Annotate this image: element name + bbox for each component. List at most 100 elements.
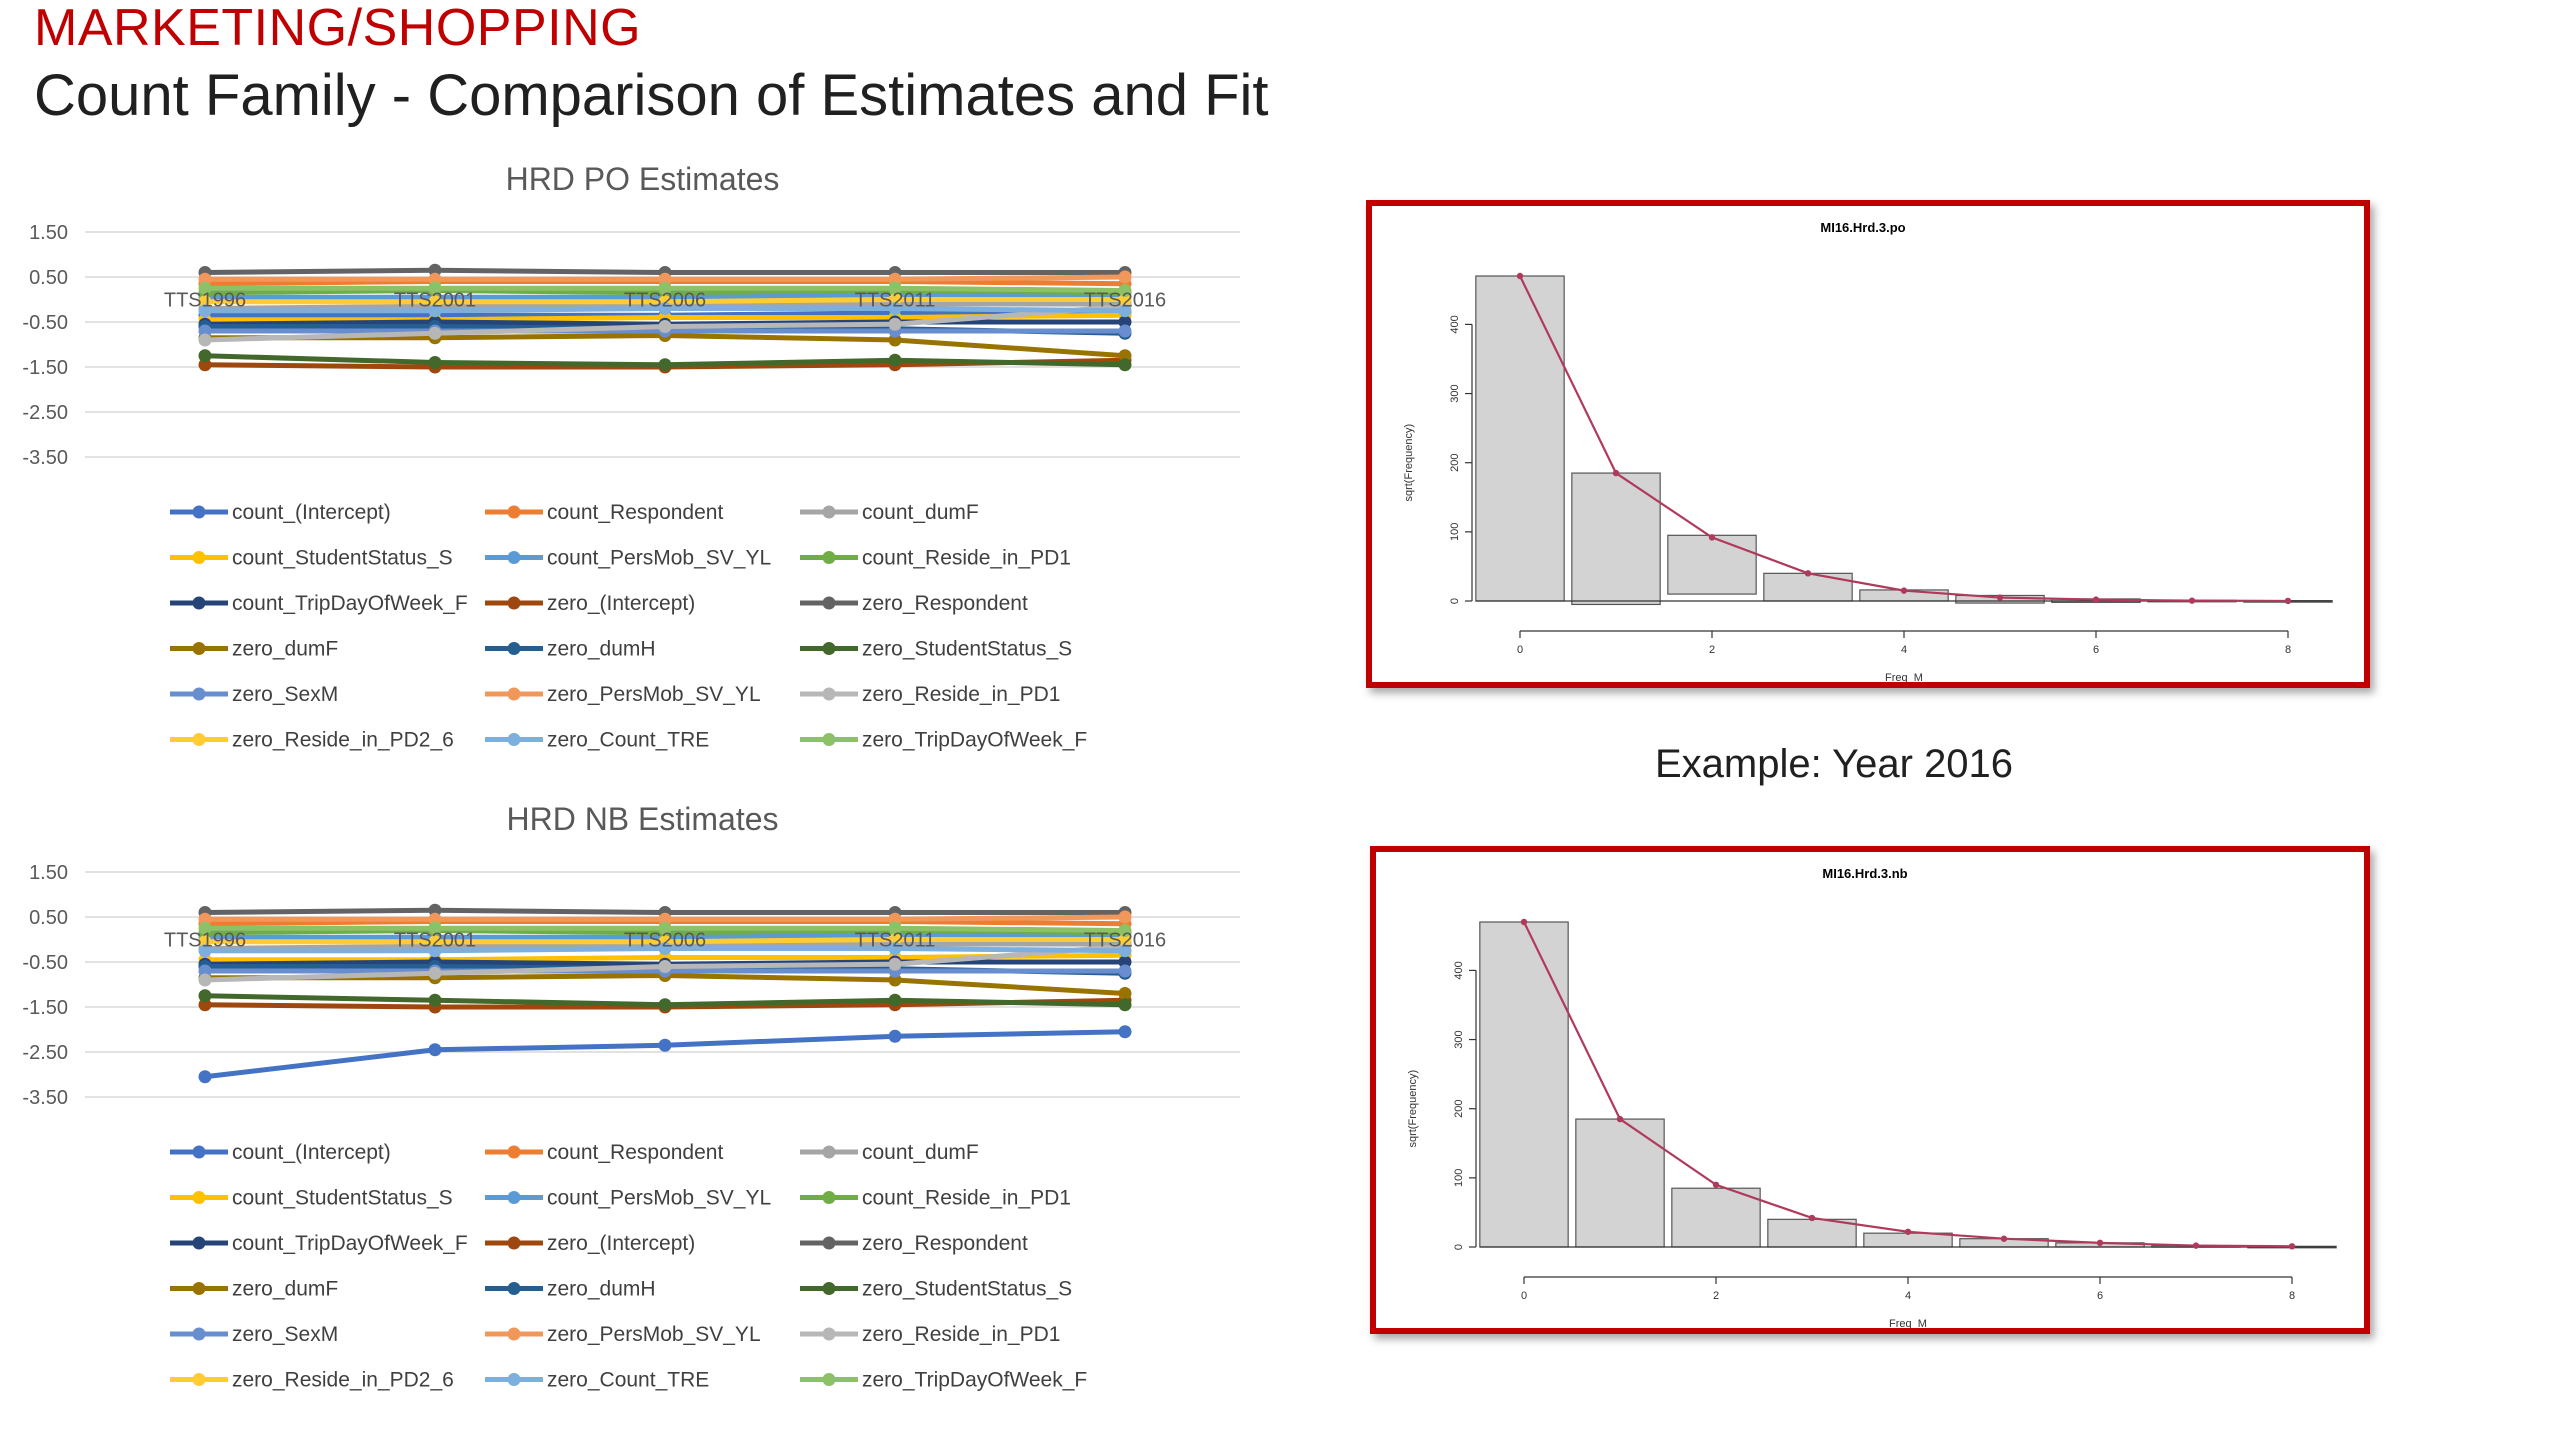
series-point-zero_dumF: [888, 333, 902, 347]
legend-label: zero_dumH: [547, 638, 656, 661]
legend-label: count_StudentStatus_S: [232, 1187, 453, 1210]
legend-marker: [822, 551, 836, 564]
series-point-zero_TripDayOfWeek_F: [1118, 284, 1132, 297]
legend-marker: [822, 1191, 836, 1204]
fitted-point: [2288, 1243, 2296, 1250]
series-point-zero_PersMob_SV_YL: [428, 272, 442, 286]
fitted-point: [1712, 1181, 1720, 1188]
series-point-zero_Count_TRE: [428, 304, 442, 318]
rootogram-bar: [1479, 921, 1569, 1248]
x-tick-label: 4: [1905, 1290, 1911, 1302]
series-point-zero_Count_TRE: [198, 944, 212, 958]
y-tick-label: 1.50: [29, 222, 68, 244]
x-tick-label: 2: [1713, 1290, 1719, 1302]
fitted-point: [2284, 597, 2292, 605]
fitted-point: [1900, 587, 1908, 594]
rootogram-bar: [1671, 1187, 1761, 1248]
series-point-zero_TripDayOfWeek_F: [1118, 924, 1132, 937]
rootogram-title: MI16.Hrd.3.nb: [1822, 866, 1907, 881]
series-point-zero_Reside_in_PD2_6: [1118, 293, 1132, 306]
series-point-zero_Reside_in_PD2_6: [888, 293, 902, 306]
series-point-zero_Count_TRE: [428, 944, 442, 958]
series-point-zero_SexM: [198, 324, 212, 338]
legend-label: count_Respondent: [547, 1141, 723, 1164]
x-tick-label: TTS2001: [394, 930, 476, 952]
series-point-zero_Count_TRE: [1118, 944, 1132, 958]
x-tick-label: 6: [2097, 1290, 2103, 1302]
x-tick-label: TTS2006: [624, 290, 706, 312]
legend-label: count_TripDayOfWeek_F: [232, 592, 468, 615]
legend-label: count_(Intercept): [232, 1141, 391, 1164]
legend-label: count_(Intercept): [232, 501, 391, 524]
y-tick-label: -0.50: [22, 312, 68, 334]
legend-label: zero_Reside_in_PD2_6: [232, 1369, 454, 1392]
y-tick-label: 200: [1453, 1100, 1465, 1118]
series-point-count_(Intercept): [658, 1038, 672, 1052]
series-point-zero_(Intercept): [198, 998, 212, 1012]
fitted-point: [1616, 1115, 1624, 1123]
rootogram-bar: [1571, 472, 1661, 606]
series-point-zero_Reside_in_PD1: [888, 957, 902, 971]
legend-marker: [192, 733, 206, 746]
x-tick-label: TTS1996: [164, 930, 246, 952]
series-point-zero_Count_TRE: [658, 302, 672, 315]
slide-title: Count Family - Comparison of Estimates a…: [34, 63, 1269, 128]
y-tick-label: -2.50: [22, 402, 68, 424]
legend-marker: [507, 1145, 521, 1159]
legend-marker: [507, 505, 521, 519]
series-point-zero_Reside_in_PD2_6: [1118, 933, 1132, 946]
series-point-zero_TripDayOfWeek_F: [658, 281, 672, 295]
legend-marker: [822, 1145, 836, 1159]
series-point-count_(Intercept): [1118, 1025, 1132, 1039]
legend-label: zero_StudentStatus_S: [862, 1278, 1072, 1301]
series-point-zero_StudentStatus_S: [658, 358, 672, 372]
series-point-zero_StudentStatus_S: [198, 349, 212, 363]
x-tick-label: TTS2001: [394, 290, 476, 312]
series-point-zero_PersMob_SV_YL: [428, 912, 442, 926]
series-point-zero_StudentStatus_S: [658, 998, 672, 1012]
series-point-zero_Count_TRE: [198, 304, 212, 318]
section-title: MARKETING/SHOPPING: [34, 0, 642, 57]
legend-marker: [192, 1373, 206, 1386]
series-point-zero_StudentStatus_S: [428, 993, 442, 1007]
legend-label: zero_(Intercept): [547, 1232, 695, 1255]
chart-title: HRD PO Estimates: [506, 161, 780, 197]
series-point-zero_PersMob_SV_YL: [658, 272, 672, 286]
legend-label: zero_dumF: [232, 1278, 338, 1301]
legend-marker: [507, 1373, 521, 1386]
series-point-zero_Reside_in_PD2_6: [428, 935, 442, 949]
series-point-zero_StudentStatus_S: [1118, 358, 1132, 372]
legend-marker: [192, 505, 206, 519]
series-point-zero_PersMob_SV_YL: [658, 912, 672, 926]
series-point-zero_Reside_in_PD2_6: [198, 295, 212, 309]
series-point-zero_Reside_in_PD1: [198, 333, 212, 347]
x-tick-label: TTS2011: [855, 930, 936, 952]
legend-label: count_PersMob_SV_YL: [547, 547, 771, 570]
po-rootogram-panel: MI16.Hrd.3.po 0 100 200 300 400 sqrt(Frequency…: [1366, 200, 2370, 688]
legend-marker: [507, 1282, 521, 1295]
y-tick-label: -1.50: [22, 357, 68, 379]
rootogram-bar: [1475, 275, 1565, 602]
y-tick-label: 100: [1453, 1169, 1465, 1187]
legend-marker: [192, 551, 206, 564]
legend-label: count_dumF: [862, 501, 979, 524]
series-point-count_TripDayOfWeek_F: [1118, 315, 1132, 329]
legend-label: zero_Count_TRE: [547, 729, 709, 752]
legend-label: count_Respondent: [547, 501, 723, 524]
legend-marker: [507, 1236, 521, 1250]
y-tick-label: 100: [1449, 523, 1461, 541]
series-point-zero_TripDayOfWeek_F: [888, 921, 902, 935]
rootogram-bar: [1575, 1118, 1665, 1248]
series-point-zero_PersMob_SV_YL: [198, 272, 212, 286]
fitted-point: [2188, 597, 2196, 604]
x-axis-label: Freq_M: [1885, 672, 1923, 682]
series-point-zero_Count_TRE: [888, 942, 902, 955]
y-tick-label: 300: [1449, 384, 1461, 402]
series-point-zero_PersMob_SV_YL: [888, 912, 902, 926]
legend-label: zero_Respondent: [862, 1232, 1028, 1255]
rootogram-bar: [1763, 572, 1853, 602]
legend-label: zero_dumF: [232, 638, 338, 661]
fitted-point: [1996, 594, 2004, 601]
po-rootogram-plot: MI16.Hrd.3.po 0 100 200 300 400 sqrt(Frequency…: [1403, 220, 2333, 682]
series-point-zero_Reside_in_PD1: [658, 960, 672, 973]
